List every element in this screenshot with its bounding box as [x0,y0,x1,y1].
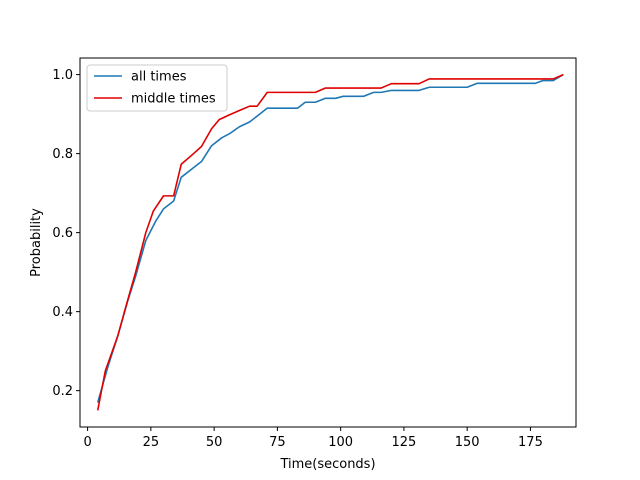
legend-entry-label: all times [131,70,187,85]
y-axis-label: Probability [29,208,44,277]
x-tick-label: 25 [143,435,160,450]
x-axis-ticks: 0 25 50 75 100 125 150 175 [83,427,543,450]
y-tick-label: 1.0 [52,68,73,83]
x-tick-label: 0 [83,435,91,450]
y-tick-label: 0.8 [52,147,73,162]
plot-lines [96,73,564,411]
x-tick-label: 175 [518,435,543,450]
plot-frame [79,57,577,428]
x-axis-label: Time(seconds) [279,457,375,472]
y-tick-label: 0.6 [52,226,73,241]
x-tick-label: 100 [328,435,353,450]
x-tick-label: 75 [269,435,286,450]
x-tick-label: 125 [392,435,417,450]
series-line-middle-times [96,73,564,411]
legend-entry-label: middle times [131,92,216,107]
y-tick-label: 0.2 [52,384,73,399]
legend: all times middle times [86,64,228,112]
x-tick-label: 50 [206,435,223,450]
series-line-all-times [96,73,564,403]
y-tick-label: 0.4 [52,305,73,320]
y-axis-ticks: 0.2 0.4 0.6 0.8 1.0 [52,68,80,399]
x-tick-label: 150 [455,435,480,450]
